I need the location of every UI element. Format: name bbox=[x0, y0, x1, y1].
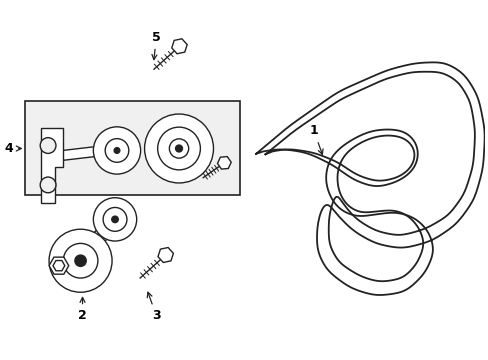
Polygon shape bbox=[171, 39, 187, 54]
Circle shape bbox=[93, 198, 137, 241]
Circle shape bbox=[40, 177, 56, 193]
Circle shape bbox=[169, 139, 188, 158]
Polygon shape bbox=[158, 248, 173, 262]
Text: 1: 1 bbox=[309, 124, 323, 154]
Text: 4: 4 bbox=[4, 142, 21, 155]
Text: 2: 2 bbox=[78, 297, 87, 322]
Circle shape bbox=[105, 139, 128, 162]
Polygon shape bbox=[61, 221, 115, 275]
Polygon shape bbox=[62, 144, 122, 160]
Circle shape bbox=[103, 207, 127, 231]
Circle shape bbox=[114, 148, 120, 153]
Circle shape bbox=[49, 229, 112, 292]
Polygon shape bbox=[49, 257, 69, 274]
Circle shape bbox=[112, 216, 118, 222]
Circle shape bbox=[75, 255, 86, 266]
Polygon shape bbox=[41, 128, 63, 203]
Polygon shape bbox=[53, 261, 65, 271]
Circle shape bbox=[93, 127, 141, 174]
Circle shape bbox=[40, 138, 56, 153]
Text: 5: 5 bbox=[152, 31, 161, 60]
Bar bbox=[25, 101, 240, 195]
Circle shape bbox=[63, 243, 98, 278]
Circle shape bbox=[157, 127, 200, 170]
Circle shape bbox=[175, 145, 182, 152]
Polygon shape bbox=[217, 157, 231, 169]
Text: 3: 3 bbox=[147, 292, 161, 322]
Circle shape bbox=[144, 114, 213, 183]
